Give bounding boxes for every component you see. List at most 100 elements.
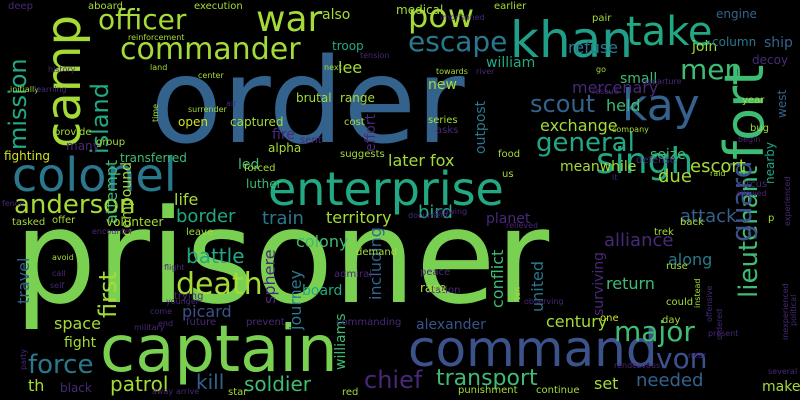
cloud-word: forced — [244, 163, 276, 174]
cloud-word: us — [502, 169, 514, 180]
cloud-word: nearby — [763, 142, 777, 184]
cloud-word: decoy — [752, 53, 789, 67]
cloud-word: trek — [654, 227, 674, 238]
cloud-word: space — [54, 314, 101, 333]
cloud-word: it — [612, 173, 618, 182]
cloud-word: brutal — [296, 91, 332, 105]
cloud-word: scout — [530, 90, 596, 118]
cloud-word: conflict — [488, 249, 507, 308]
cloud-word: chief — [364, 366, 423, 394]
cloud-word: asks — [436, 125, 459, 136]
cloud-word: exchange — [540, 116, 618, 135]
cloud-word: several — [768, 367, 798, 376]
cloud-word: river — [476, 67, 495, 76]
cloud-word: ruse — [666, 261, 688, 272]
cloud-word: order — [150, 32, 465, 170]
cloud-word: go — [596, 65, 606, 74]
cloud-word: surviving — [591, 251, 607, 316]
cloud-word: pow — [408, 0, 475, 35]
cloud-word: black — [60, 381, 92, 395]
cloud-word: captain — [100, 313, 338, 387]
cloud-word: air — [226, 99, 237, 108]
cloud-word: present — [708, 329, 739, 338]
cloud-word: series — [428, 115, 458, 126]
cloud-word: including — [366, 227, 385, 300]
cloud-word: military — [134, 323, 165, 332]
cloud-word: future — [186, 317, 217, 328]
cloud-word: alpha — [268, 141, 302, 155]
cloud-word: station — [426, 285, 461, 296]
cloud-word: later fox — [388, 151, 455, 170]
cloud-word: colonel — [12, 148, 177, 202]
cloud-word: deep — [8, 1, 33, 12]
cloud-word: punishment — [458, 385, 518, 396]
cloud-word: travel — [14, 257, 33, 304]
cloud-word: mission — [4, 58, 32, 150]
cloud-word: take — [626, 9, 713, 55]
cloud-word: circus — [738, 179, 768, 190]
cloud-word: commander — [120, 32, 301, 67]
cloud-word: force — [28, 350, 94, 380]
cloud-word: group — [96, 137, 126, 148]
cloud-word: p — [768, 213, 775, 224]
cloud-word: william — [486, 55, 536, 71]
cloud-word: board — [302, 283, 343, 299]
cloud-word: escort — [690, 156, 746, 177]
cloud-word: political — [789, 294, 798, 326]
cloud-word: needed — [636, 370, 704, 391]
cloud-word: observing — [524, 297, 564, 306]
cloud-word: pair — [592, 13, 612, 24]
cloud-word: effort — [363, 113, 379, 152]
cloud-word: rendezvous — [614, 361, 661, 370]
cloud-word: surrender — [188, 105, 227, 114]
cloud-word: train — [262, 208, 304, 229]
cloud-word: soldier — [244, 372, 311, 396]
cloud-word: commanding — [336, 317, 402, 328]
cloud-word: towards — [436, 67, 468, 76]
cloud-word: year — [742, 95, 765, 106]
cloud-word: younger — [166, 297, 200, 306]
cloud-word: first — [94, 271, 122, 318]
cloud-word: luther — [246, 177, 282, 191]
cloud-word: small — [620, 71, 658, 87]
cloud-word: admiral — [334, 269, 373, 280]
cloud-word: star — [228, 387, 248, 398]
cloud-word: provide — [54, 127, 92, 138]
cloud-word: near — [688, 351, 707, 360]
cloud-word: alliance — [604, 230, 674, 251]
cloud-word: food — [498, 149, 521, 160]
cloud-word: planet — [486, 211, 531, 227]
cloud-word: demand — [356, 247, 398, 258]
cloud-word: experienced — [783, 176, 792, 226]
cloud-word: encounter — [92, 227, 133, 236]
cloud-word: initially — [10, 85, 39, 94]
cloud-word: make — [762, 379, 800, 395]
cloud-word: flight — [164, 263, 185, 272]
cloud-word: open — [178, 115, 208, 129]
cloud-word: kill — [196, 370, 225, 394]
cloud-word: allowed — [736, 189, 767, 198]
cloud-word: inexperienced — [781, 283, 790, 340]
cloud-word: seize — [650, 147, 686, 163]
cloud-word: column — [712, 35, 757, 49]
cloud-word: kay — [622, 80, 700, 131]
cloud-word: transport — [436, 366, 538, 391]
cloud-word: set — [594, 374, 619, 393]
cloud-word: departure — [642, 77, 682, 86]
cloud-word: command — [408, 320, 658, 378]
cloud-word: war — [256, 0, 323, 40]
cloud-word: allowing — [434, 207, 468, 216]
cloud-word: volunteer — [106, 215, 164, 229]
cloud-word: refuse — [568, 38, 619, 57]
cloud-word: enterprise — [268, 162, 504, 216]
cloud-word: sphere — [260, 249, 279, 304]
cloud-word: party — [19, 348, 28, 370]
cloud-word: lee — [338, 58, 363, 77]
cloud-word: learning — [34, 85, 67, 94]
cloud-word: earlier — [494, 1, 527, 12]
cloud-word: engine — [716, 7, 757, 21]
cloud-word: avoid — [52, 253, 74, 262]
cloud-word: singh — [596, 141, 694, 182]
cloud-word: leave — [186, 227, 214, 238]
